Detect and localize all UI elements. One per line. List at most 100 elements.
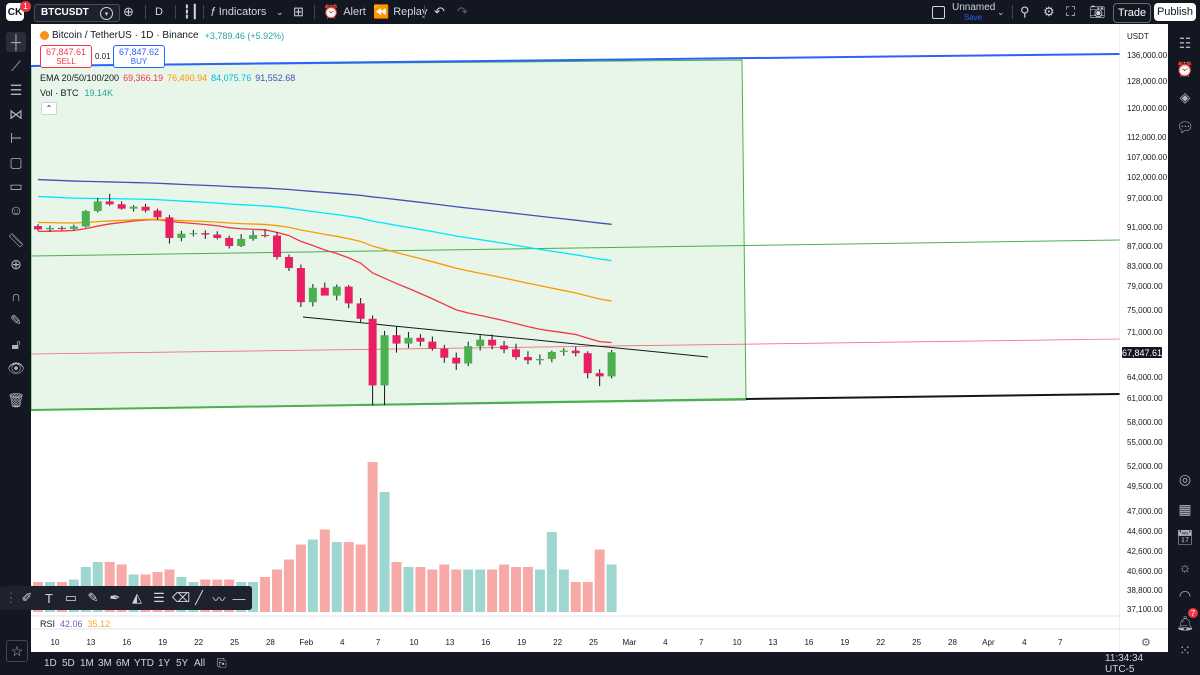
horizontal-ray-red[interactable] <box>31 338 1121 355</box>
add-symbol-button[interactable]: ⊕ <box>123 0 134 24</box>
draw-pencil-button[interactable]: ✎ <box>84 589 102 607</box>
date-range-button[interactable]: ⎘ <box>217 652 227 675</box>
calculator-button[interactable]: ▦ <box>1176 500 1194 518</box>
trade-button[interactable]: Trade <box>1113 3 1151 23</box>
layout-checkbox[interactable] <box>932 0 945 24</box>
fullscreen-button[interactable]: ⛶ <box>1066 0 1075 24</box>
draw-brush-button[interactable]: ✐ <box>18 589 36 607</box>
draw-fill-button[interactable]: ◭ <box>128 589 146 607</box>
quick-search-button[interactable]: ⚲ <box>1020 0 1030 24</box>
range-button-1d[interactable]: 1D <box>44 658 57 669</box>
range-button-1m[interactable]: 1M <box>80 658 94 669</box>
notifications-button[interactable]: 🔔︎ 7 <box>1176 608 1198 632</box>
ema-line-20[interactable] <box>37 218 612 344</box>
candle-body <box>332 286 341 296</box>
rsi-legend[interactable]: RSI 42.06 35.12 <box>40 619 110 629</box>
draw-lines-button[interactable]: ☰ <box>150 589 168 607</box>
time-axis-label: 16 <box>122 638 131 647</box>
remove-drawings-tool[interactable]: 🗑︎ <box>6 390 26 410</box>
settings-button[interactable]: ⚙ <box>1043 0 1055 24</box>
horizontal-ray-green[interactable] <box>31 239 1121 257</box>
range-button-5y[interactable]: 5Y <box>176 658 189 669</box>
publish-button[interactable]: Publish <box>1154 3 1196 21</box>
horizontal-lines-tool[interactable]: ☰ <box>6 80 26 100</box>
price-axis[interactable] <box>1120 24 1168 652</box>
range-button-3m[interactable]: 3M <box>98 658 112 669</box>
time-axis-label: 25 <box>912 638 921 647</box>
indicators-button[interactable]: 𝑓 Indicators <box>211 0 266 24</box>
replay-button[interactable]: ⏪ Replay <box>373 0 427 24</box>
ema-legend[interactable]: EMA 20/50/100/200 69,366.19 76,490.94 84… <box>40 73 295 83</box>
collapse-legend-button[interactable]: ⌃ <box>41 102 57 115</box>
chat-button[interactable]: 💬︎ <box>1176 118 1194 136</box>
chart-canvas[interactable]: USDT 136,000.00 128,000.00 120,000.00 112,0… <box>31 24 1168 652</box>
calendar-button[interactable]: 📅︎ <box>1176 528 1194 546</box>
lock-all-tool[interactable]: 🔓︎ <box>6 334 26 354</box>
zoom-in-icon: ⊕ <box>10 255 22 272</box>
alert-button[interactable]: ⏰ Alert <box>323 0 366 24</box>
ema-line-100[interactable] <box>37 195 612 262</box>
draw-highlighter-button[interactable]: ✒ <box>106 589 124 607</box>
trend-line-black[interactable] <box>745 393 1121 400</box>
watchlist-button[interactable]: ☷ <box>1176 34 1194 52</box>
text-note-tool[interactable]: ▭ <box>6 176 26 196</box>
clock-label[interactable]: 11:34:34 UTC-5 <box>1105 652 1144 675</box>
crosshair-tool[interactable]: ┼ <box>6 32 26 52</box>
redo-button[interactable]: ↷ <box>457 0 468 24</box>
time-axis-label: 28 <box>948 638 957 647</box>
lock-drawing-tool[interactable]: ✎ <box>6 310 26 330</box>
draw-callout-button[interactable]: ▭ <box>62 589 80 607</box>
ruler-tool[interactable]: 📏︎ <box>6 230 26 250</box>
interval-button[interactable]: D <box>155 0 163 24</box>
more-panels-button[interactable]: ⁙ <box>1176 641 1194 659</box>
range-button-5d[interactable]: 5D <box>62 658 75 669</box>
templates-button[interactable]: ⊞ <box>293 0 304 24</box>
sell-button[interactable]: 67,847.61 SELL <box>40 45 92 68</box>
trade-panel-button[interactable]: ◎ <box>1176 470 1194 488</box>
time-settings-icon[interactable]: ⚙ <box>1141 636 1151 649</box>
magnet-tool[interactable]: ∩ <box>6 286 26 306</box>
ideas-button[interactable]: ☼ <box>1176 558 1194 576</box>
layout-name-button[interactable]: Unnamed Save <box>952 3 995 23</box>
draw-eraser-button[interactable]: ⌫ <box>172 589 190 607</box>
buy-button[interactable]: 67,847.62 BUY <box>113 45 165 68</box>
draw-text-button[interactable]: T <box>40 589 58 607</box>
layout-dropdown[interactable]: ⌄ <box>997 0 1005 24</box>
range-button-ytd[interactable]: YTD <box>134 658 154 669</box>
range-button-all[interactable]: All <box>194 658 206 669</box>
draw-dash-button[interactable]: — <box>230 589 248 607</box>
price-axis-label: 42,600.00 <box>1127 547 1163 556</box>
logo[interactable]: CK <box>6 3 24 21</box>
measure-tool[interactable]: ⊢ <box>6 128 26 148</box>
indicators-dropdown[interactable]: ⌄ <box>276 0 284 24</box>
currency-label[interactable]: USDT <box>1127 32 1149 41</box>
ema-line-200[interactable] <box>37 178 612 225</box>
price-axis-label: 87,000.00 <box>1127 242 1163 251</box>
trend-line-tool[interactable]: ⟋ <box>6 56 26 76</box>
pattern-tool[interactable]: ⋈ <box>6 104 26 124</box>
alerts-panel-button[interactable]: ⏰ <box>1176 60 1194 78</box>
undo-button[interactable]: ↶ <box>434 0 445 24</box>
trend-line-green-bottom[interactable] <box>31 398 747 411</box>
drag-handle[interactable]: ⋮ <box>2 589 20 607</box>
draw-path-button[interactable]: 〰 <box>210 589 228 607</box>
range-button-6m[interactable]: 6M <box>116 658 130 669</box>
emoji-tool[interactable]: ☺ <box>6 200 26 220</box>
symbol-legend[interactable]: Bitcoin / TetherUS · 1D · Binance +3,789… <box>40 30 284 41</box>
volume-bar <box>331 542 342 612</box>
trend-line-blue[interactable] <box>31 53 1121 67</box>
snapshot-button[interactable]: 📷︎ <box>1089 0 1106 24</box>
object-tree-button[interactable]: ◈ <box>1176 88 1194 106</box>
symbol-search-button[interactable]: BTCUSDT ▾ <box>34 4 120 22</box>
range-button-1y[interactable]: 1Y <box>158 658 171 669</box>
zoom-in-tool[interactable]: ⊕ <box>6 254 26 274</box>
volume-legend[interactable]: Vol · BTC 19.14K <box>40 88 113 98</box>
ema-line-50[interactable] <box>37 218 612 302</box>
favorites-button[interactable]: ☆ <box>6 640 28 662</box>
rectangle-tool[interactable]: ▢ <box>6 152 26 172</box>
draw-line-button[interactable]: ╱ <box>190 589 208 607</box>
streams-button[interactable]: ◠ <box>1176 586 1194 604</box>
chart-type-button[interactable]: ┇┃ <box>183 0 199 24</box>
hide-drawings-tool[interactable]: 👁︎ <box>6 358 26 378</box>
compare-icon: ▾ <box>100 7 113 20</box>
